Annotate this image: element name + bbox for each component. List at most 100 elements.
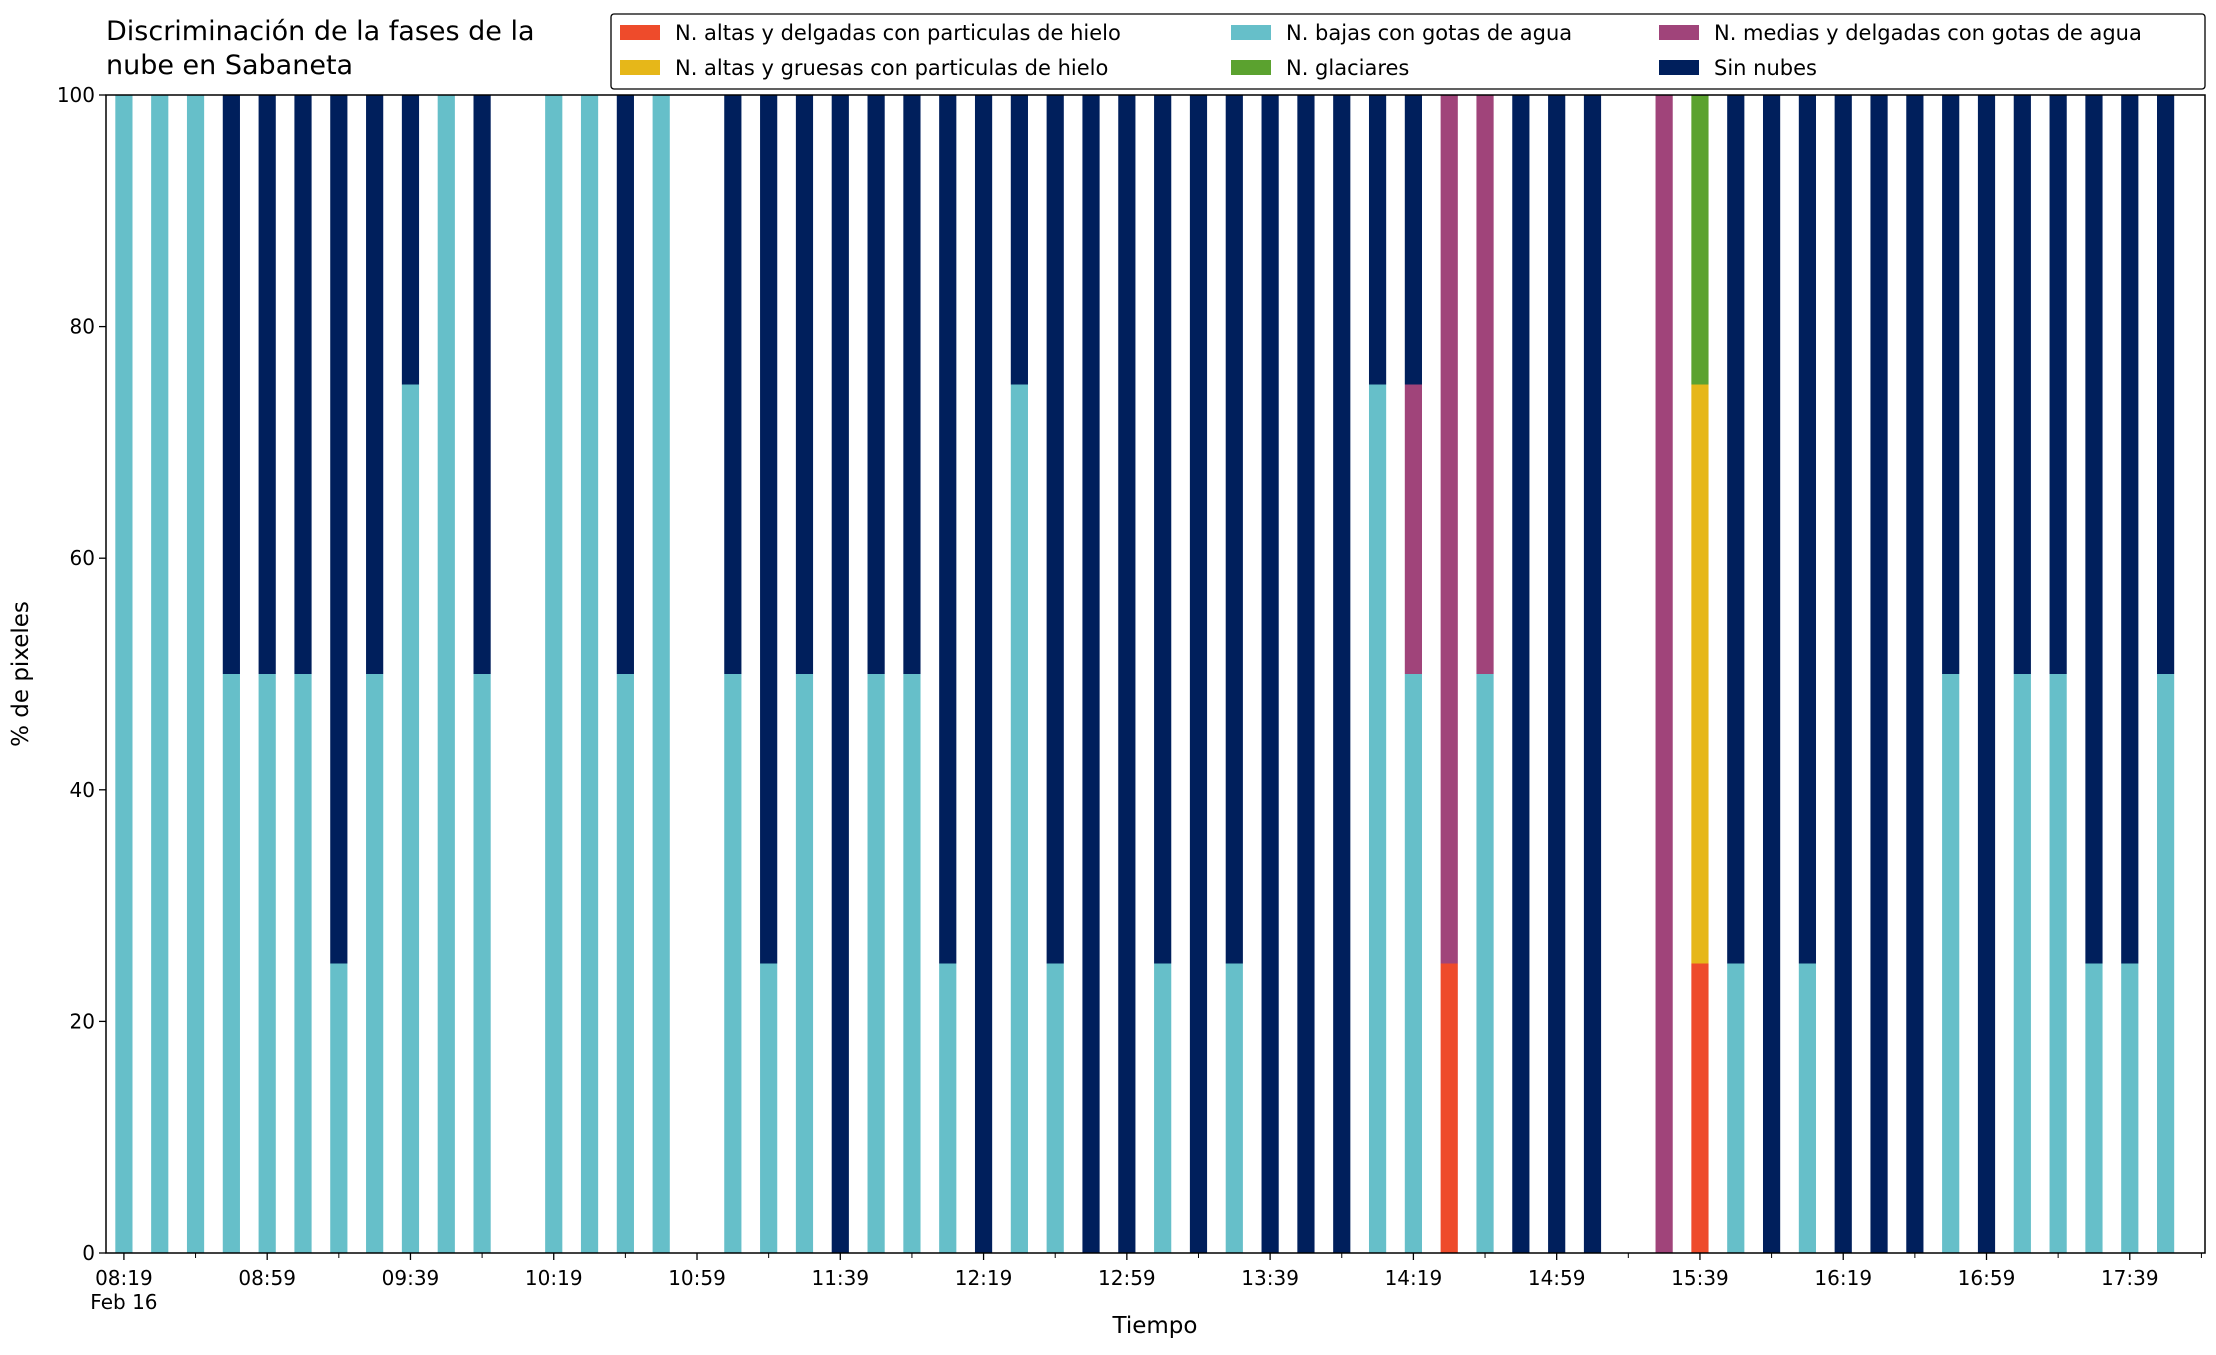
x-axis-label: Tiempo bbox=[1112, 1313, 1198, 1339]
bar-segment bbox=[1010, 95, 1028, 385]
x-tick-label: 11:39 bbox=[811, 1266, 869, 1290]
bar-segment bbox=[867, 95, 885, 674]
bar-segment bbox=[580, 95, 599, 1253]
bar-segment bbox=[401, 95, 420, 385]
bar-segment bbox=[1942, 95, 1960, 674]
bar-segment bbox=[2121, 95, 2139, 964]
bar-segment bbox=[1225, 95, 1243, 964]
x-tick-label: 13:39 bbox=[1241, 1266, 1299, 1290]
legend-box bbox=[610, 13, 2206, 90]
legend-label: N. altas y gruesas con particulas de hie… bbox=[675, 56, 1108, 80]
bar-segment bbox=[1798, 95, 1817, 964]
bar-segment bbox=[222, 95, 240, 674]
y-tick-label: 40 bbox=[70, 778, 95, 802]
bar-segment bbox=[2157, 95, 2175, 674]
y-tick-label: 0 bbox=[82, 1241, 95, 1265]
bar-segment bbox=[545, 95, 563, 1253]
y-tick-label: 100 bbox=[57, 83, 95, 107]
x-tick-label: 15:39 bbox=[1671, 1266, 1729, 1290]
bar-segment bbox=[1154, 963, 1172, 1253]
bar-segment bbox=[1404, 95, 1422, 385]
bar-segment bbox=[1727, 963, 1745, 1253]
bar-segment bbox=[1046, 95, 1064, 964]
plot-frame bbox=[105, 94, 2206, 1254]
legend-label: N. bajas con gotas de agua bbox=[1286, 21, 1572, 45]
y-tick-label: 60 bbox=[70, 546, 95, 570]
legend-label: Sin nubes bbox=[1714, 56, 1817, 80]
bar-segment bbox=[1691, 963, 1709, 1253]
bar-segment bbox=[867, 674, 885, 1253]
bar-segment bbox=[1476, 674, 1494, 1253]
y-tick-label: 20 bbox=[70, 1009, 95, 1033]
x-tick-label: 08:19 bbox=[95, 1266, 153, 1290]
bar-segment bbox=[1691, 384, 1709, 964]
bar-segment bbox=[1834, 95, 1852, 1253]
bar-segment bbox=[1870, 95, 1888, 1253]
bar-segment bbox=[1440, 95, 1458, 964]
bar-segment bbox=[760, 963, 778, 1253]
y-axis-label: % de pixeles bbox=[8, 601, 34, 747]
bar-segment bbox=[151, 95, 169, 1253]
bar-segment bbox=[258, 95, 276, 674]
bar-segment bbox=[294, 95, 312, 674]
bar-segment bbox=[1368, 384, 1387, 1253]
bar-segment bbox=[652, 95, 670, 1253]
bar-segment bbox=[1010, 384, 1028, 1253]
bar-segment bbox=[724, 95, 742, 674]
bar-segment bbox=[760, 95, 778, 964]
x-tick-label: 09:39 bbox=[382, 1266, 440, 1290]
bar-segment bbox=[473, 674, 491, 1253]
y-tick-label: 80 bbox=[70, 315, 95, 339]
bar-segment bbox=[1798, 963, 1817, 1253]
chart-title: Discriminación de la fases de la nube en … bbox=[106, 16, 535, 81]
bar-segment bbox=[1404, 384, 1422, 674]
bar-segment bbox=[294, 674, 312, 1253]
legend-swatch bbox=[620, 25, 660, 40]
bar-segment bbox=[795, 95, 814, 674]
legend-swatch bbox=[620, 60, 660, 75]
bar-segment bbox=[2157, 674, 2175, 1253]
x-tick-label: 10:19 bbox=[525, 1266, 583, 1290]
bar-segment bbox=[1440, 963, 1458, 1253]
bar-segment bbox=[831, 95, 849, 1253]
bar-segment bbox=[2121, 963, 2139, 1253]
bar-segment bbox=[1762, 95, 1781, 1253]
x-tick-label: 16:19 bbox=[1814, 1266, 1872, 1290]
bar-segment bbox=[1977, 95, 1996, 1253]
x-tick-label: 16:59 bbox=[1958, 1266, 2016, 1290]
bar-segment bbox=[1333, 95, 1351, 1253]
x-tick-label: 08:59 bbox=[238, 1266, 296, 1290]
bar-segment bbox=[1512, 95, 1530, 1253]
bar-segment bbox=[1189, 95, 1208, 1253]
bar-segment bbox=[330, 95, 348, 964]
legend-swatch bbox=[1659, 25, 1699, 40]
bar-segment bbox=[1297, 95, 1315, 1253]
bar-segment bbox=[1225, 963, 1243, 1253]
bar-segment bbox=[401, 384, 420, 1253]
bar-segment bbox=[222, 674, 240, 1253]
legend-swatch bbox=[1231, 60, 1271, 75]
x-date-label: Feb 16 bbox=[90, 1290, 157, 1314]
legend-label: N. altas y delgadas con particulas de hi… bbox=[675, 21, 1121, 45]
bar-segment bbox=[2085, 95, 2103, 964]
bar-segment bbox=[186, 95, 205, 1253]
bar-segment bbox=[1476, 95, 1494, 674]
bar-segment bbox=[2049, 674, 2067, 1253]
x-tick-label: 12:19 bbox=[955, 1266, 1013, 1290]
x-tick-label: 17:39 bbox=[2101, 1266, 2159, 1290]
bar-segment bbox=[1655, 95, 1673, 1253]
x-tick-label: 14:19 bbox=[1385, 1266, 1443, 1290]
bar-segment bbox=[1082, 95, 1100, 1253]
bar-segment bbox=[437, 95, 455, 1253]
bar-segment bbox=[473, 95, 491, 674]
bar-segment bbox=[616, 674, 634, 1253]
legend-label: N. glaciares bbox=[1286, 56, 1409, 80]
bar-segment bbox=[1548, 95, 1566, 1253]
legend-label: N. medias y delgadas con gotas de agua bbox=[1714, 21, 2142, 45]
bar-segment bbox=[1261, 95, 1279, 1253]
bar-segment bbox=[2013, 95, 2031, 674]
bar-segment bbox=[258, 674, 276, 1253]
bar-segment bbox=[1154, 95, 1172, 964]
bar-segment bbox=[330, 963, 348, 1253]
